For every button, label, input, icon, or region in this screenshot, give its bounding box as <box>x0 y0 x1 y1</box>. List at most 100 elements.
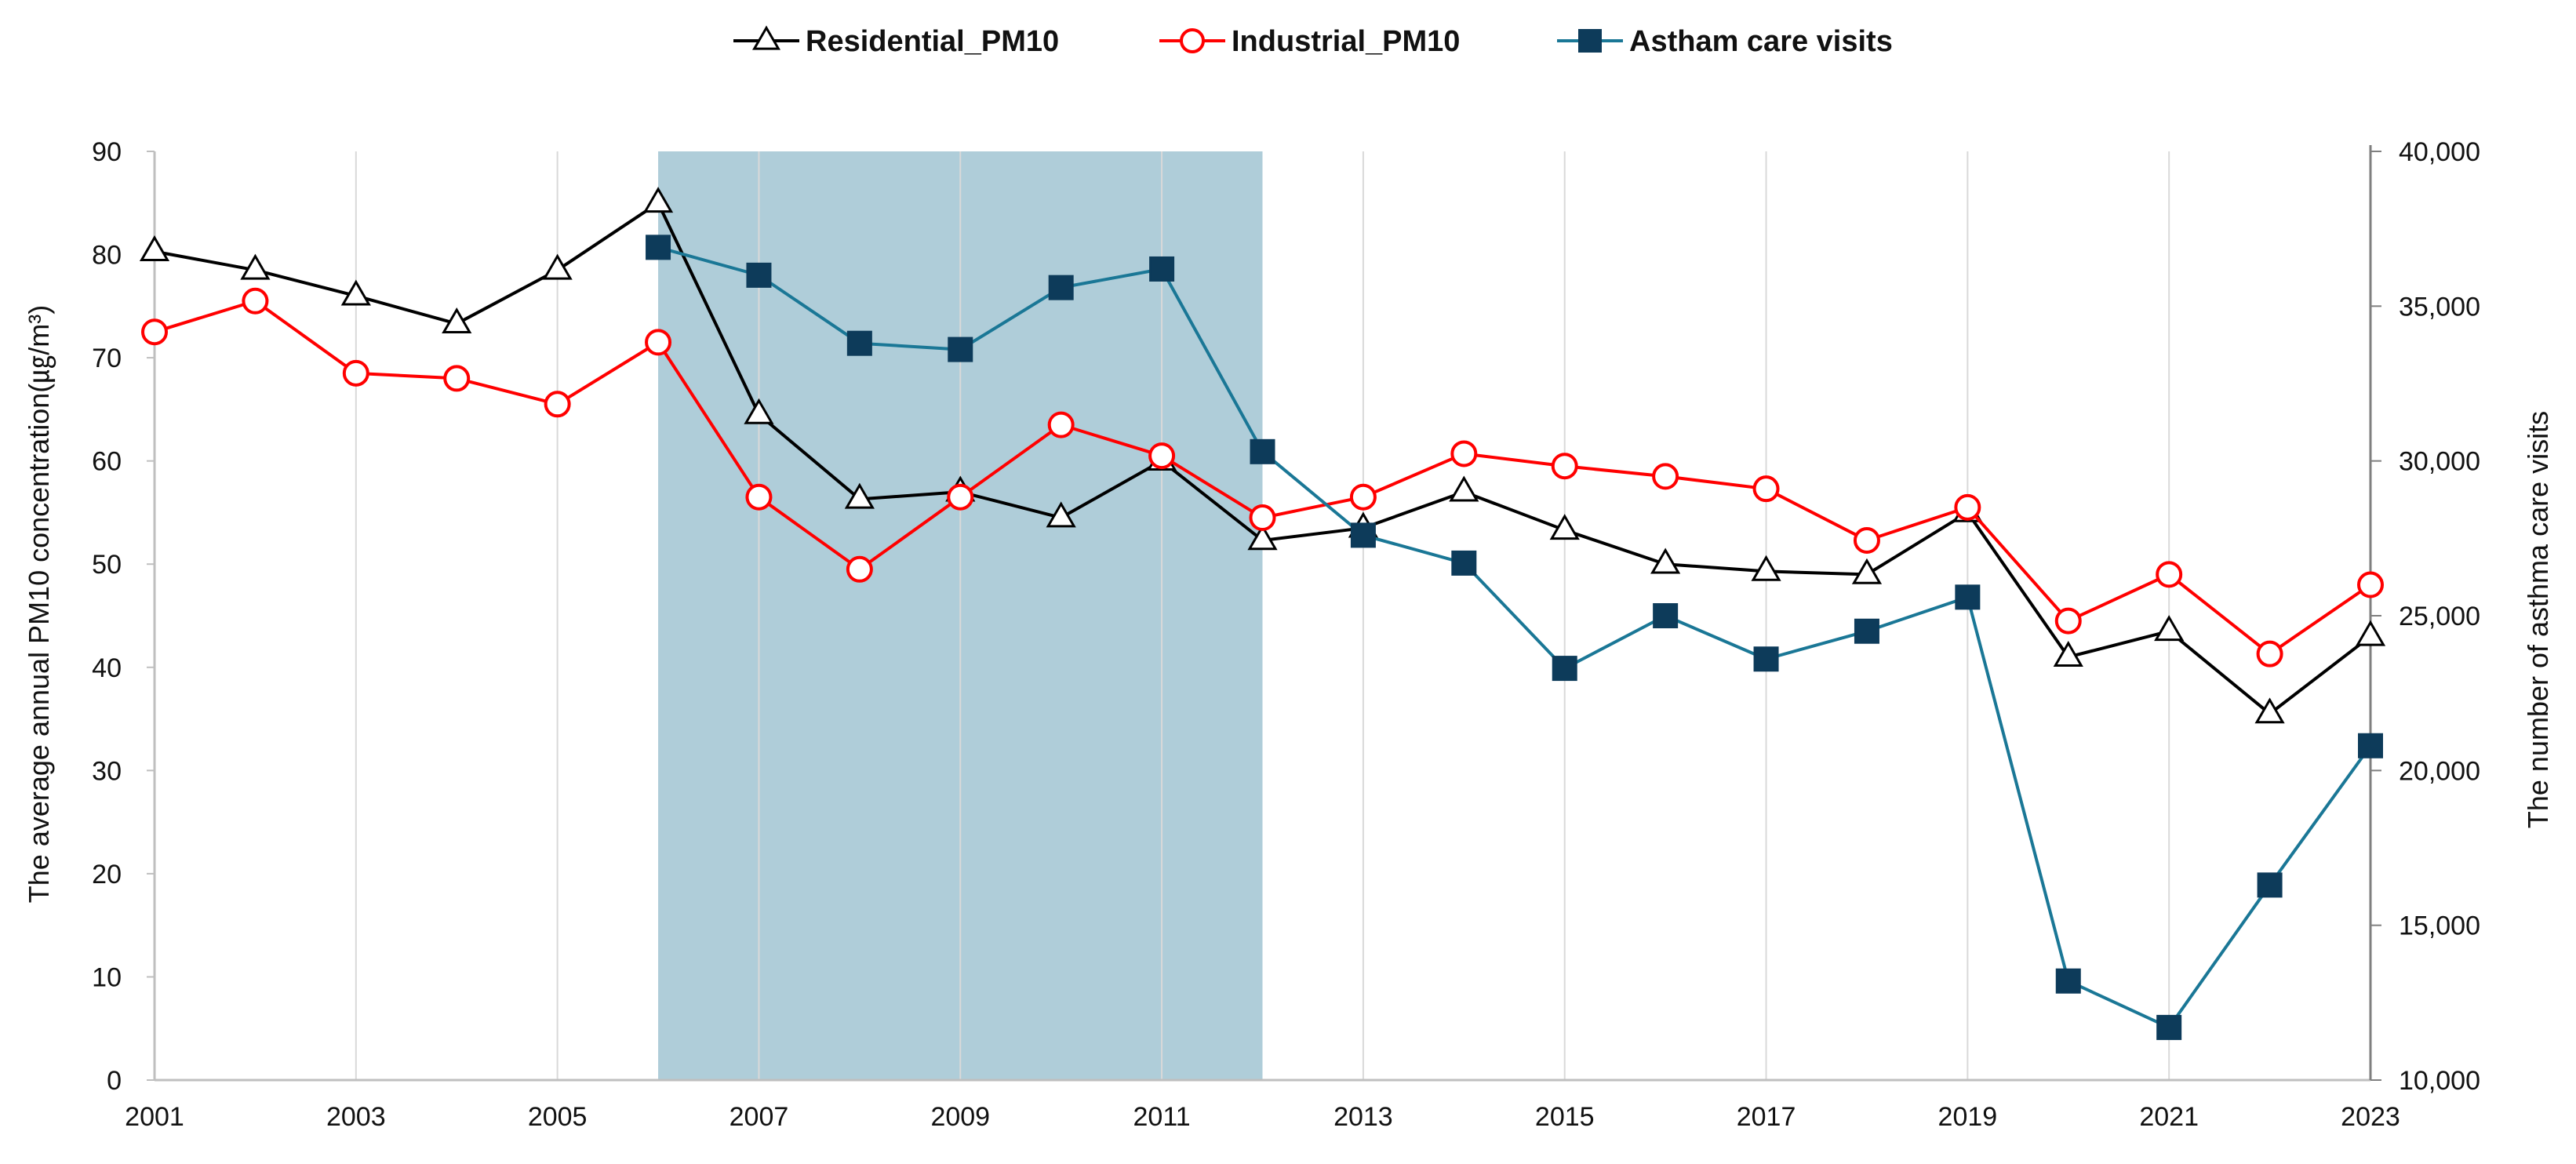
y-right-tick-label-30,000: 30,000 <box>2399 447 2480 477</box>
point-residential-pm10-2002 <box>240 253 271 280</box>
point-industrial-pm10-2004 <box>443 365 471 392</box>
point-industrial-pm10-2005 <box>544 391 571 418</box>
point-astham-care-visits-2006 <box>646 235 671 260</box>
y-left-tick-label-90: 90 <box>92 137 122 167</box>
series-line-astham-care-visits <box>657 246 2372 1029</box>
point-industrial-pm10-2019 <box>1954 493 1981 521</box>
x-tick-label-2015: 2015 <box>1535 1102 1595 1132</box>
point-industrial-pm10-2021 <box>2156 561 2183 588</box>
y-left-tick-label-70: 70 <box>92 344 122 373</box>
point-residential-pm10-2016 <box>1650 547 1681 574</box>
legend-label-residential-pm10: Residential_PM10 <box>806 25 1059 58</box>
point-astham-care-visits-2020 <box>2055 968 2081 994</box>
point-astham-care-visits-2007 <box>746 262 772 288</box>
point-astham-care-visits-2023 <box>2358 733 2383 758</box>
series-industrial-pm10 <box>141 287 2384 667</box>
point-astham-care-visits-2017 <box>1753 646 1779 672</box>
legend-marker-residential-pm10 <box>751 25 781 50</box>
legend-item-astham-care-visits: Astham care visits <box>1557 25 1893 58</box>
y-right-tick-label-40,000: 40,000 <box>2399 137 2480 167</box>
series-layer <box>139 187 2386 1040</box>
point-residential-pm10-2007 <box>744 398 774 424</box>
x-tick-label-2017: 2017 <box>1737 1102 1796 1132</box>
legend-item-residential-pm10: Residential_PM10 <box>733 25 1059 58</box>
y-left-tick-label-20: 20 <box>92 860 122 889</box>
legend-label-industrial-pm10: Industrial_PM10 <box>1232 25 1460 58</box>
y-left-tick-label-80: 80 <box>92 241 122 271</box>
point-residential-pm10-2010 <box>1046 501 1076 528</box>
x-tick-label-2013: 2013 <box>1333 1102 1393 1132</box>
legend-marker-astham-care-visits <box>1578 29 1602 53</box>
point-industrial-pm10-2023 <box>2357 571 2384 598</box>
y-left-tick-label-60: 60 <box>92 447 122 477</box>
legend-marker-industrial-pm10 <box>1180 28 1205 53</box>
point-astham-care-visits-2022 <box>2257 872 2283 898</box>
x-tick-label-2019: 2019 <box>1938 1102 1998 1132</box>
point-astham-care-visits-2008 <box>846 330 872 356</box>
point-industrial-pm10-2022 <box>2256 640 2283 667</box>
y-left-tick-label-10: 10 <box>92 962 122 992</box>
point-astham-care-visits-2019 <box>1955 584 1981 610</box>
point-industrial-pm10-2003 <box>342 359 369 387</box>
point-industrial-pm10-2006 <box>645 329 672 356</box>
point-astham-care-visits-2021 <box>2156 1014 2182 1040</box>
point-industrial-pm10-2011 <box>1148 442 1176 470</box>
x-tick-label-2001: 2001 <box>125 1102 184 1132</box>
y-left-tick-label-30: 30 <box>92 756 122 786</box>
x-tick-label-2007: 2007 <box>730 1102 789 1132</box>
point-residential-pm10-2015 <box>1549 514 1580 540</box>
y-axis-right-title: The number of asthma care visits <box>2522 411 2554 828</box>
point-industrial-pm10-2008 <box>846 555 873 583</box>
point-residential-pm10-2001 <box>139 235 170 261</box>
x-tick-label-2009: 2009 <box>930 1102 990 1132</box>
y-left-tick-label-40: 40 <box>92 653 122 683</box>
point-industrial-pm10-2015 <box>1551 453 1578 480</box>
y-right-tick-label-10,000: 10,000 <box>2399 1066 2480 1096</box>
point-residential-pm10-2003 <box>340 279 371 306</box>
point-industrial-pm10-2014 <box>1450 440 1478 467</box>
point-industrial-pm10-2001 <box>141 318 168 346</box>
point-industrial-pm10-2020 <box>2054 607 2082 635</box>
point-astham-care-visits-2015 <box>1552 656 1577 682</box>
point-industrial-pm10-2007 <box>745 483 773 511</box>
x-tick-label-2011: 2011 <box>1133 1102 1191 1132</box>
point-residential-pm10-2021 <box>2154 615 2185 642</box>
point-residential-pm10-2022 <box>2254 697 2285 724</box>
point-astham-care-visits-2011 <box>1149 256 1175 282</box>
legend-item-industrial-pm10: Industrial_PM10 <box>1159 25 1460 58</box>
y-right-tick-label-35,000: 35,000 <box>2399 292 2480 322</box>
point-astham-care-visits-2013 <box>1350 522 1376 548</box>
point-astham-care-visits-2014 <box>1451 550 1477 576</box>
legend-label-astham-care-visits: Astham care visits <box>1629 25 1893 58</box>
y-left-tick-label-0: 0 <box>107 1066 122 1096</box>
y-right-tick-label-25,000: 25,000 <box>2399 602 2480 631</box>
point-industrial-pm10-2016 <box>1652 463 1679 490</box>
point-industrial-pm10-2002 <box>242 287 269 315</box>
point-astham-care-visits-2012 <box>1250 438 1275 464</box>
point-industrial-pm10-2013 <box>1349 483 1377 511</box>
point-residential-pm10-2004 <box>442 307 472 334</box>
y-right-tick-label-15,000: 15,000 <box>2399 911 2480 941</box>
point-residential-pm10-2005 <box>542 253 573 280</box>
point-residential-pm10-2020 <box>2053 640 2083 667</box>
point-residential-pm10-2023 <box>2355 620 2386 646</box>
x-tick-label-2003: 2003 <box>326 1102 386 1132</box>
x-tick-label-2005: 2005 <box>528 1102 588 1132</box>
point-residential-pm10-2008 <box>844 482 875 509</box>
point-industrial-pm10-2009 <box>947 483 974 511</box>
point-residential-pm10-2012 <box>1247 524 1278 551</box>
axes: 2001 2003 2005 2007 2009 2011 2013 2015 2017 2019… <box>92 137 2480 1132</box>
y-right-tick-label-20,000: 20,000 <box>2399 756 2480 786</box>
point-residential-pm10-2018 <box>1851 558 1883 584</box>
point-industrial-pm10-2010 <box>1047 411 1075 438</box>
point-residential-pm10-2014 <box>1449 475 1479 502</box>
y-axis-left-title: The average annual PM10 concentration(㎍/… <box>23 305 56 903</box>
point-industrial-pm10-2017 <box>1752 475 1780 503</box>
legend: Residential_PM10 Industrial_PM10 Astham ca… <box>733 25 1893 58</box>
point-astham-care-visits-2010 <box>1048 275 1074 300</box>
point-residential-pm10-2006 <box>642 187 674 213</box>
series-astham-care-visits <box>646 235 2383 1040</box>
point-astham-care-visits-2009 <box>948 336 973 362</box>
